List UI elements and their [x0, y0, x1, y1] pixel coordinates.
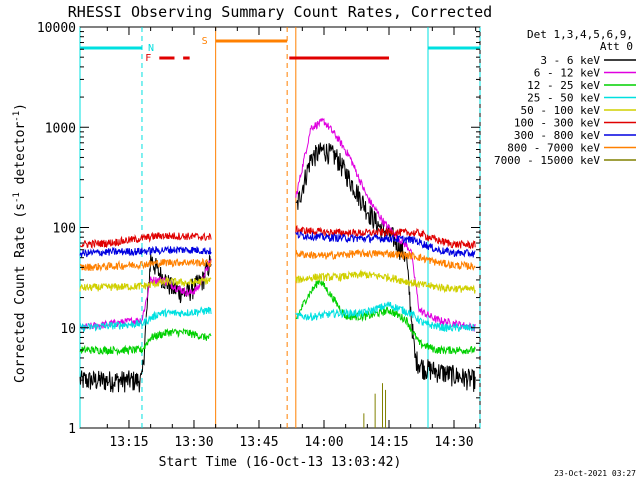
y-tick-label: 1	[68, 422, 76, 437]
y-axis-label: Corrected Count Rate (s-1 detector-1)	[12, 103, 28, 383]
series-line	[295, 231, 476, 258]
y-axis: 1 10 100 1000 10000	[37, 21, 480, 437]
ylabel-sup1: -1	[12, 192, 22, 203]
series-line	[295, 117, 476, 332]
night-flag-label: N	[148, 43, 154, 54]
legend-label: 25 - 50 keV	[527, 92, 600, 105]
y-tick-label: 100	[53, 222, 76, 237]
ylabel-main: Corrected Count Rate (s	[13, 203, 28, 383]
legend-label: 6 - 12 keV	[534, 67, 601, 80]
legend-label: 12 - 25 keV	[527, 79, 600, 92]
ylabel-end: )	[13, 103, 28, 111]
x-tick-label: 14:00	[304, 435, 343, 450]
legend-label: 50 - 100 keV	[521, 104, 601, 117]
series-line	[79, 327, 212, 356]
legend-label: 7000 - 15000 keV	[494, 154, 600, 167]
legend-header: Att 0	[600, 40, 633, 53]
legend-label: 300 - 800 keV	[514, 129, 600, 142]
x-tick-label: 13:15	[109, 435, 148, 450]
x-tick-label: 14:15	[369, 435, 408, 450]
series-line	[79, 257, 212, 272]
x-axis-label: Start Time (16-Oct-13 13:03:42)	[159, 455, 402, 470]
x-tick-label: 14:30	[434, 435, 473, 450]
ylabel-sup2: -1	[12, 111, 22, 122]
series-line	[295, 224, 476, 250]
legend-header: Det 1,3,4,5,6,9,	[527, 28, 633, 41]
legend-label: 3 - 6 keV	[540, 54, 600, 67]
x-tick-label: 13:30	[174, 435, 213, 450]
legend-label: 800 - 7000 keV	[507, 142, 600, 155]
saa-flag-label: S	[202, 36, 208, 47]
series-layer	[79, 117, 476, 428]
series-line	[79, 276, 212, 292]
legend-label: 100 - 300 keV	[514, 117, 600, 130]
chart-title: RHESSI Observing Summary Count Rates, Co…	[68, 3, 492, 21]
series-line	[79, 245, 212, 258]
footer-timestamp: 23-Oct-2021 03:27	[554, 469, 636, 478]
x-tick-label: 13:45	[239, 435, 278, 450]
series-line	[79, 231, 212, 249]
series-line	[295, 301, 476, 332]
x-axis: 13:15 13:30 13:45 14:00 14:15 14:30	[106, 27, 477, 450]
flare-flag-label: F	[145, 53, 151, 64]
ylabel-mid: detector	[13, 122, 28, 193]
series-line	[295, 279, 476, 355]
series-line	[295, 269, 476, 294]
series-line	[79, 306, 212, 333]
y-tick-label: 10	[60, 322, 76, 337]
y-tick-label: 10000	[37, 21, 76, 36]
y-tick-label: 1000	[45, 121, 76, 136]
series-line	[295, 248, 476, 271]
flag-bars: N S F	[80, 36, 480, 64]
